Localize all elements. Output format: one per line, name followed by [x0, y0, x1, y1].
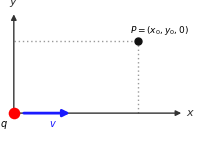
- Point: [137, 39, 140, 42]
- Text: $v$: $v$: [49, 119, 57, 129]
- Text: $y$: $y$: [9, 0, 18, 9]
- Point: [12, 112, 15, 114]
- Text: $P = (x_0, y_0, 0)$: $P = (x_0, y_0, 0)$: [130, 24, 189, 37]
- Text: $x$: $x$: [186, 108, 195, 118]
- Text: $q$: $q$: [0, 119, 8, 131]
